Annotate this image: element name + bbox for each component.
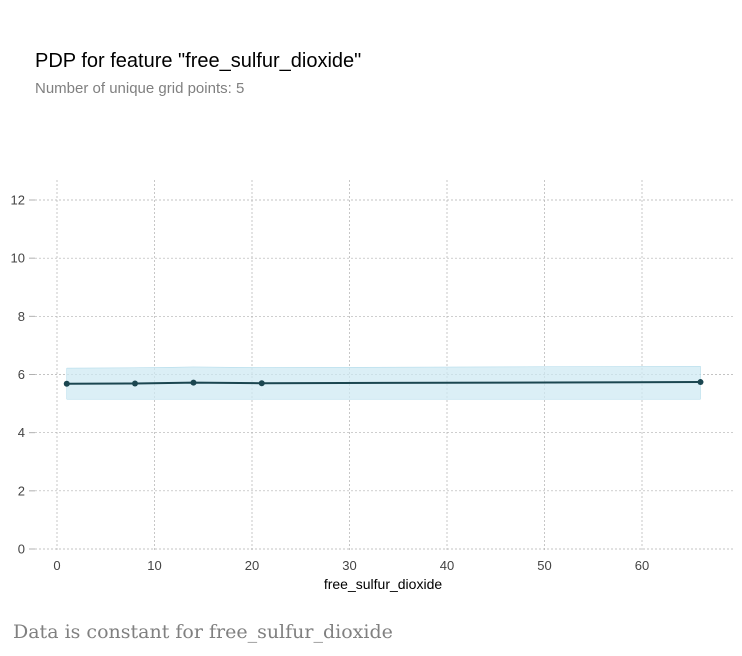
x-tick-label: 0 bbox=[53, 558, 60, 573]
pdp-point bbox=[190, 379, 197, 386]
x-axis-label: free_sulfur_dioxide bbox=[324, 576, 443, 592]
constant-data-note: Data is constant for free_sulfur_dioxide bbox=[13, 621, 393, 643]
y-tick-label: 0 bbox=[18, 542, 25, 557]
y-tick-label: 4 bbox=[18, 425, 25, 440]
y-tick-label: 2 bbox=[18, 483, 25, 498]
y-tick-label: 6 bbox=[18, 367, 25, 382]
pdp-point bbox=[697, 379, 704, 386]
y-tick-label: 12 bbox=[11, 193, 25, 208]
pdp-point bbox=[132, 380, 138, 387]
x-tick-label: 30 bbox=[342, 558, 356, 573]
pdp-point bbox=[258, 380, 265, 387]
x-tick-label: 20 bbox=[245, 558, 259, 573]
x-tick-label: 60 bbox=[635, 558, 649, 573]
pdp-point bbox=[63, 380, 70, 387]
x-tick-label: 50 bbox=[537, 558, 551, 573]
x-tick-label: 10 bbox=[147, 558, 161, 573]
x-tick-label: 40 bbox=[440, 558, 454, 573]
y-tick-label: 8 bbox=[18, 309, 25, 324]
chart-subtitle: Number of unique grid points: 5 bbox=[35, 80, 245, 97]
y-tick-label: 10 bbox=[11, 251, 25, 266]
chart-title: PDP for feature "free_sulfur_dioxide" bbox=[35, 50, 362, 72]
